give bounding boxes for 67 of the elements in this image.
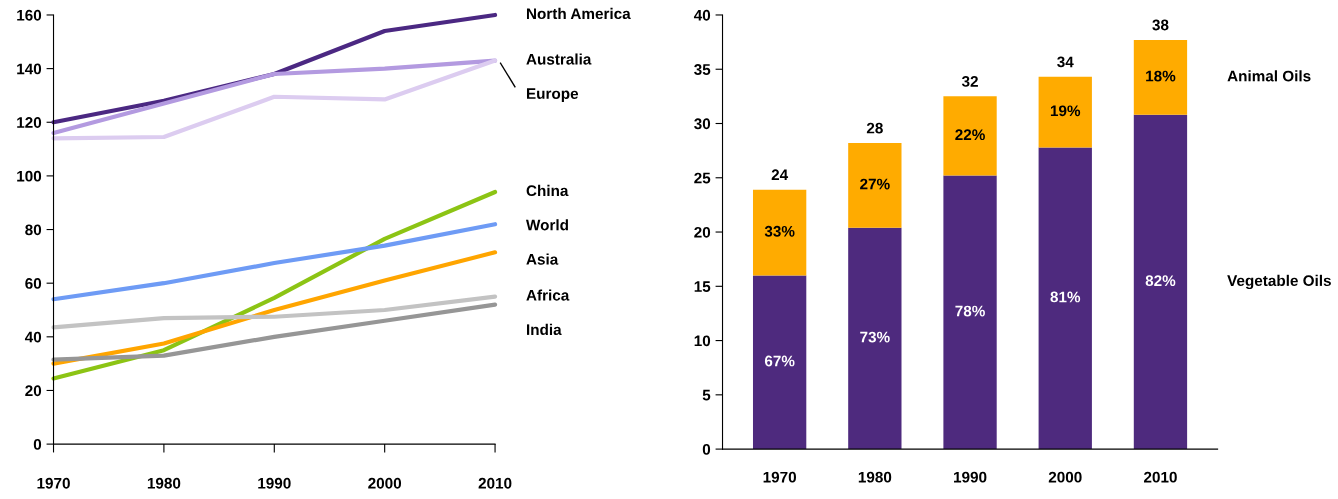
text: Vegetable Oils	[1227, 274, 1331, 290]
annotation: 33%	[764, 225, 795, 237]
text: Animal Oils	[1227, 70, 1311, 82]
y-tick-label: 40	[24, 331, 42, 343]
x-tick-label: 1990	[954, 471, 987, 483]
line-series	[51, 222, 498, 302]
line-series	[51, 294, 498, 330]
text: Asia	[526, 253, 559, 265]
x-tick-label: 1970	[37, 477, 70, 489]
y-tick-label: 10	[694, 335, 711, 347]
x-tick-label: 2000	[1048, 471, 1082, 483]
y-tick-label: 80	[25, 224, 42, 236]
annotation: 67%	[764, 355, 795, 367]
bar	[848, 143, 902, 228]
y-tick-label: 30	[694, 118, 711, 130]
y-tick-label: 5	[702, 389, 711, 401]
bar	[752, 275, 807, 450]
text: China	[526, 184, 569, 197]
x-tick-label: 1980	[858, 471, 892, 483]
line-series	[51, 250, 498, 366]
line-series	[51, 302, 498, 362]
y-tick-label: 25	[694, 172, 711, 184]
x-tick-label: 2010	[478, 477, 512, 489]
y-tick-label: 120	[17, 117, 42, 128]
annotation: 22%	[955, 129, 985, 141]
text: World	[525, 219, 568, 231]
x-tick-label: 1980	[147, 477, 181, 489]
annotation: 18%	[1146, 70, 1176, 82]
annotation: 19%	[1050, 105, 1081, 117]
total-label: 32	[961, 76, 978, 87]
text: Africa	[526, 289, 570, 301]
y-tick-label: 0	[702, 443, 711, 455]
bar	[943, 96, 997, 176]
bar	[1133, 114, 1188, 450]
bar	[1038, 147, 1092, 450]
annotation: 27%	[860, 178, 890, 190]
bar	[1038, 76, 1092, 148]
bar	[848, 227, 902, 450]
y-tick-label: 160	[17, 9, 42, 21]
y-tick-label: 20	[694, 226, 711, 238]
y-tick-label: 140	[17, 63, 42, 75]
annotation: 81%	[1050, 291, 1081, 303]
y-tick-label: 20	[25, 385, 42, 397]
total-label: 28	[866, 122, 883, 134]
y-tick-label: 15	[694, 281, 711, 292]
total-label: 38	[1152, 19, 1169, 31]
annotation: 82%	[1145, 275, 1176, 287]
x-tick-label: 1970	[763, 471, 797, 483]
total-label: 34	[1057, 56, 1074, 68]
y-tick-label: 40	[693, 9, 711, 21]
x-tick-label: 1990	[258, 477, 291, 489]
annotation: 73%	[860, 331, 890, 343]
x-tick-label: 2000	[368, 477, 402, 489]
y-tick-label: 100	[17, 170, 42, 182]
text: North America	[526, 7, 631, 20]
text: Europe	[526, 88, 579, 103]
annotation: 78%	[955, 305, 985, 317]
text: Australia	[526, 53, 592, 65]
bar	[943, 175, 997, 450]
bar	[1133, 39, 1188, 115]
x-tick-label: 2010	[1144, 471, 1177, 483]
text: India	[526, 323, 562, 336]
y-tick-label: 0	[33, 438, 42, 450]
y-tick-label: 60	[25, 278, 42, 289]
y-tick-label: 35	[694, 64, 711, 75]
bar	[752, 189, 807, 276]
total-label: 24	[771, 169, 789, 181]
